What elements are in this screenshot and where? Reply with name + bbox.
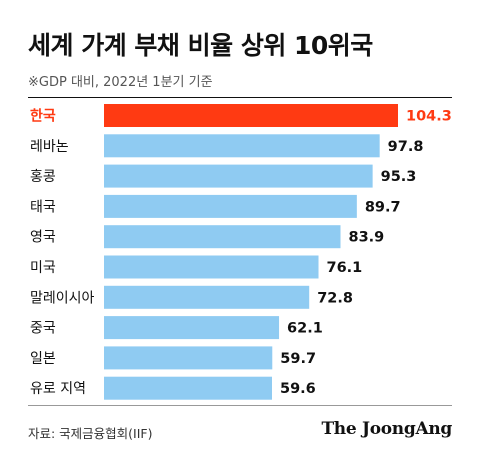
top-divider [28, 97, 452, 98]
value-label-2: 95.3 [381, 169, 417, 185]
bar-6 [104, 285, 310, 309]
bar-2 [104, 164, 373, 188]
bar-3 [104, 194, 357, 218]
value-label-9: 59.6 [280, 381, 316, 397]
bottom-divider [28, 405, 452, 406]
bar-9 [104, 376, 272, 400]
value-label-3: 89.7 [365, 199, 401, 215]
category-label-2: 홍콩 [30, 169, 56, 185]
bar-0 [104, 104, 398, 127]
value-label-8: 59.7 [280, 351, 316, 367]
source-note: 자료: 국제금융협회(IIF) [28, 426, 153, 441]
chart-title: 세계 가계 부채 비율 상위 10위국 [28, 31, 373, 60]
chart-subtitle: ※GDP 대비, 2022년 1분기 기준 [28, 75, 213, 90]
category-label-3: 태국 [30, 199, 56, 215]
value-label-7: 62.1 [287, 321, 323, 337]
category-label-8: 일본 [30, 351, 56, 367]
bar-1 [104, 134, 380, 158]
value-label-5: 76.1 [327, 260, 363, 276]
value-label-6: 72.8 [317, 290, 353, 306]
category-label-4: 영국 [30, 230, 56, 246]
category-label-5: 미국 [30, 260, 56, 276]
bar-4 [104, 225, 341, 249]
value-label-0: 104.3 [406, 109, 452, 125]
bar-7 [104, 316, 280, 340]
category-label-1: 레바논 [30, 139, 69, 155]
bar-8 [104, 346, 273, 370]
category-label-7: 중국 [30, 321, 56, 337]
category-label-9: 유로 지역 [30, 381, 86, 397]
category-label-0: 한국 [30, 109, 56, 125]
category-label-6: 말레이시아 [30, 290, 95, 306]
value-label-1: 97.8 [388, 139, 424, 155]
brand-logo: The JoongAng [321, 419, 452, 439]
bar-5 [104, 255, 319, 279]
value-label-4: 83.9 [348, 230, 384, 246]
